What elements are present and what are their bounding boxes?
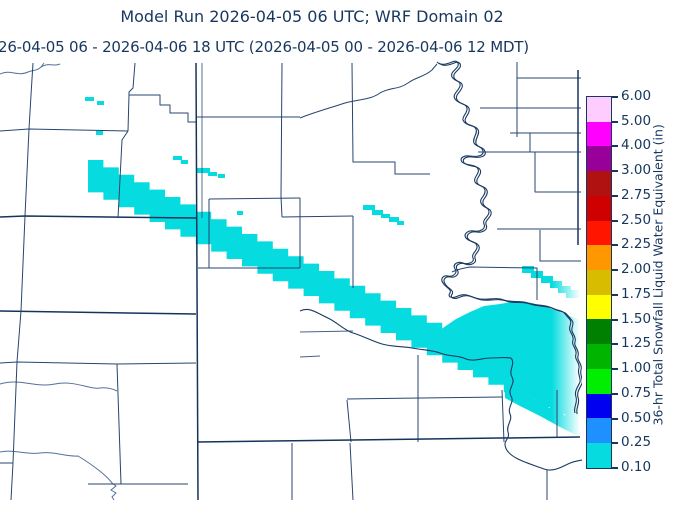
colorbar-tick-label: 3.00	[621, 162, 652, 179]
colorbar-tick-label: 0.50	[621, 409, 652, 426]
colorbar-tick-mark	[611, 244, 618, 247]
colorbar-tick-mark	[611, 392, 618, 395]
snowfall-shading	[85, 97, 582, 442]
colorbar-tick-label: 2.50	[621, 211, 652, 228]
colorbar-segment	[587, 97, 611, 122]
colorbar-tick-mark	[611, 194, 618, 197]
colorbar-tick-mark	[611, 219, 618, 222]
colorbar-tick-mark	[611, 442, 618, 445]
colorbar-tick-label: 6.00	[621, 88, 652, 104]
colorbar-tick-mark	[611, 269, 618, 272]
colorbar-segment	[587, 418, 611, 444]
colorbar-segment	[587, 195, 611, 221]
colorbar-tick-mark	[611, 170, 618, 173]
colorbar-tick-label: 0.25	[621, 434, 652, 451]
colorbar-tick-mark	[611, 467, 618, 469]
colorbar-segment	[587, 443, 611, 468]
colorbar-tick-mark	[611, 145, 618, 148]
colorbar-axis-label: 36-hr Total Snowfall Liquid Water Equiva…	[650, 124, 666, 426]
colorbar-tick-label: 5.00	[621, 112, 652, 129]
main-river	[299, 60, 582, 471]
plot-title: Model Run 2026-04-05 06 UTC; WRF Domain …	[120, 7, 504, 26]
minor-rivers	[0, 62, 118, 501]
colorbar-tick-mark	[611, 417, 618, 420]
colorbar-tick-mark	[611, 96, 618, 98]
colorbar-tick-mark	[611, 368, 618, 371]
colorbar-tick-label: 1.50	[621, 310, 652, 327]
snow-lobe	[440, 301, 580, 410]
colorbar-tick-label: 0.10	[621, 459, 652, 475]
colorbar-tick-label: 1.25	[621, 335, 652, 352]
colorbar-segment	[587, 393, 611, 419]
colorbar-segment	[587, 245, 611, 271]
colorbar-segment	[587, 294, 611, 320]
colorbar-tick-label: 1.75	[621, 285, 652, 302]
colorbar-segment	[587, 220, 611, 246]
colorbar-segment	[587, 368, 611, 394]
colorbar-tick-label: 4.00	[621, 137, 652, 154]
colorbar-tick-mark	[611, 318, 618, 321]
colorbar	[586, 96, 612, 469]
county-lines	[0, 62, 581, 501]
snow-band	[88, 160, 581, 422]
colorbar-tick-mark	[611, 293, 618, 296]
colorbar-segment	[587, 146, 611, 172]
colorbar-tick-label: 1.00	[621, 360, 652, 377]
colorbar-segment	[587, 171, 611, 196]
colorbar-tick-mark	[611, 120, 618, 123]
colorbar-tick-label: 2.00	[621, 261, 652, 278]
colorbar-tick-label: 0.75	[621, 384, 652, 401]
colorbar-tick-mark	[611, 343, 618, 346]
map-canvas	[0, 60, 582, 501]
plot-subtitle: 26-04-05 06 - 2026-04-06 18 UTC (2026-04…	[0, 38, 529, 56]
colorbar-segment	[587, 270, 611, 295]
colorbar-segment	[587, 344, 611, 369]
colorbar-segment	[587, 121, 611, 147]
colorbar-tick-label: 2.75	[621, 186, 652, 203]
colorbar-segment	[587, 319, 611, 345]
colorbar-tick-label: 2.25	[621, 236, 652, 253]
